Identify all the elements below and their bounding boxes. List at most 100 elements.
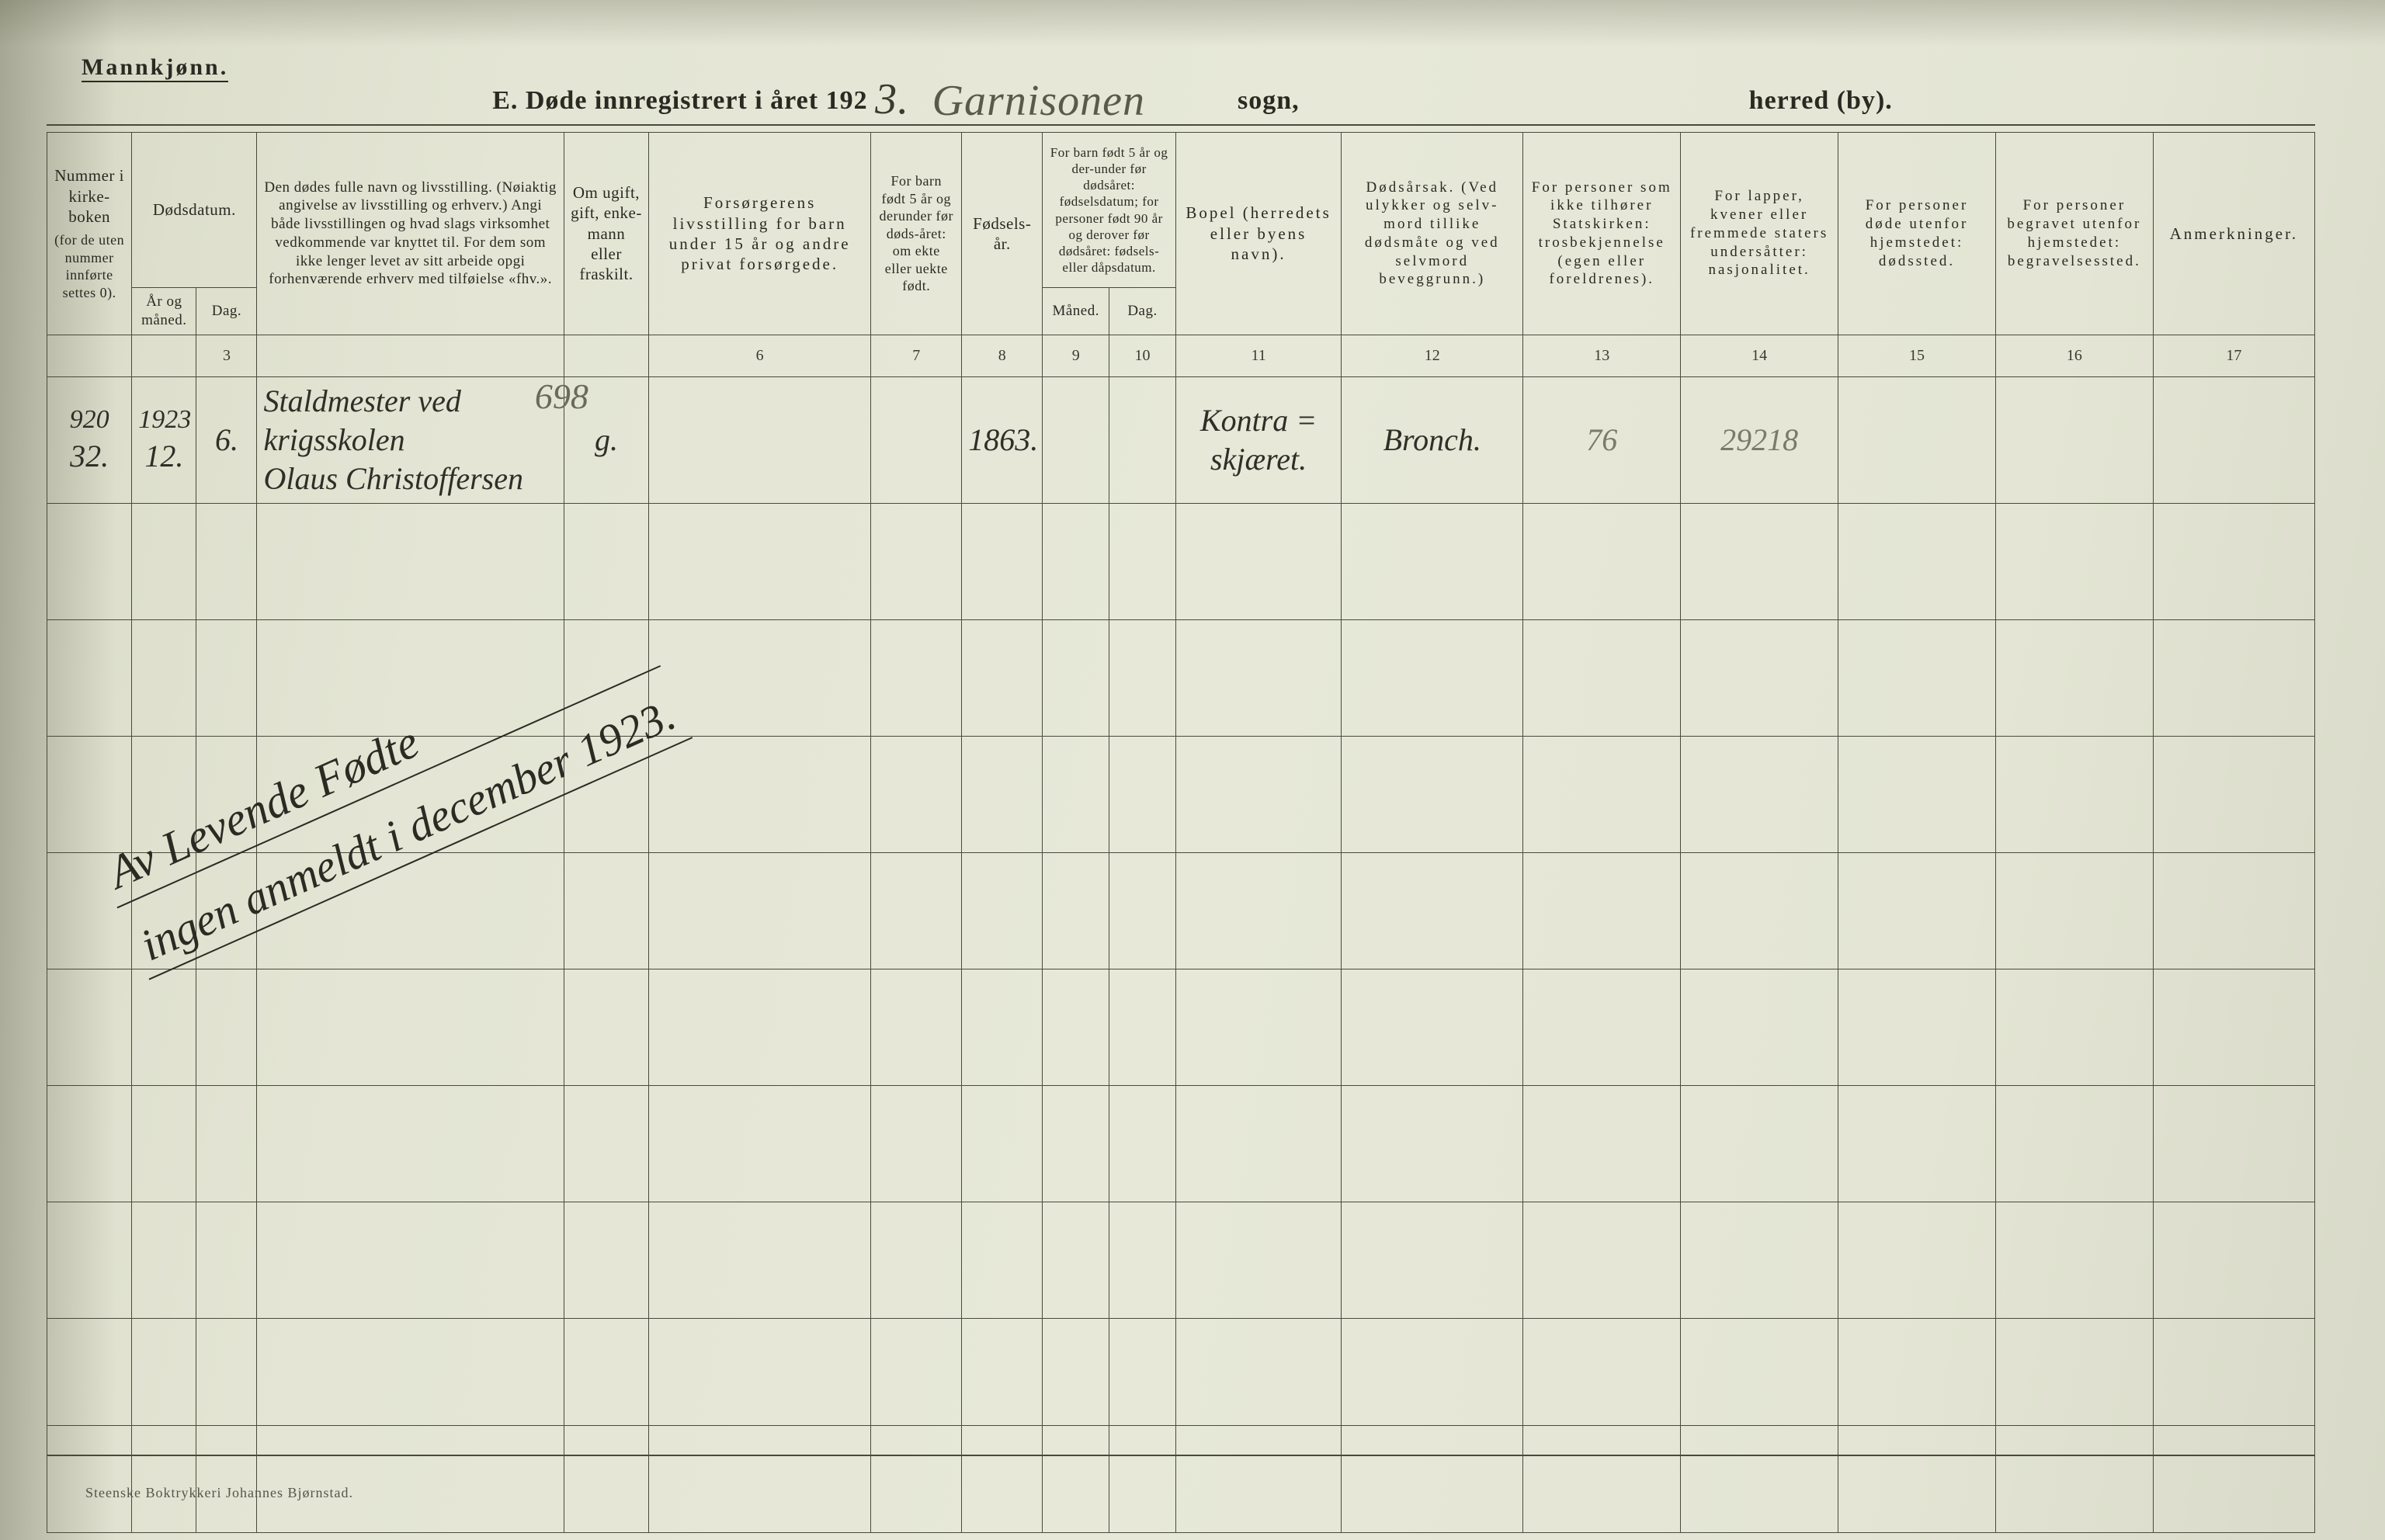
cell-remarks [2153, 376, 2314, 503]
blank-cell [1043, 619, 1109, 736]
blank-cell [1175, 736, 1341, 852]
column-number-cell: 8 [962, 335, 1043, 376]
blank-cell [871, 852, 962, 969]
blank-cell [1109, 736, 1176, 852]
blank-cell [1838, 619, 1996, 736]
bottom-rule [47, 1455, 2315, 1456]
column-number-cell: 3 [196, 335, 257, 376]
blank-cell [196, 1318, 257, 1425]
blank-cell [1523, 1318, 1681, 1425]
blank-cell [1523, 1085, 1681, 1202]
blank-cell [962, 736, 1043, 852]
blank-cell [1109, 852, 1176, 969]
column-number-cell: 6 [649, 335, 871, 376]
blank-cell [1043, 969, 1109, 1085]
printer-footer: Steenske Boktrykkeri Johannes Bjørnstad. [85, 1485, 353, 1501]
table-row-blank [47, 1318, 2315, 1425]
blank-cell [871, 619, 962, 736]
blank-cell [132, 619, 196, 736]
blank-cell [1995, 1318, 2153, 1425]
blank-cell [649, 1318, 871, 1425]
blank-cell [132, 1425, 196, 1532]
entry-nationality: 29218 [1720, 422, 1798, 457]
entry-name-l2: krigsskolen [263, 421, 557, 460]
column-number-cell: 16 [1995, 335, 2153, 376]
blank-cell [962, 1085, 1043, 1202]
blank-cell [871, 1318, 962, 1425]
table-row-blank [47, 619, 2315, 736]
cell-yearmonth: 192312. [132, 376, 196, 503]
blank-cell [1342, 969, 1523, 1085]
column-number-cell: 11 [1175, 335, 1341, 376]
blank-cell [1681, 1085, 1838, 1202]
table-row-blank [47, 1425, 2315, 1532]
cell-day: 6. [196, 376, 257, 503]
blank-cell [1838, 1085, 1996, 1202]
col-header-legitimacy: For barn født 5 år og derunder før døds-… [871, 133, 962, 335]
col-header-birthyear: Fødsels-år. [962, 133, 1043, 335]
col-header-civil: Om ugift, gift, enke-mann eller fraskilt… [564, 133, 648, 335]
table-row-blank [47, 1202, 2315, 1318]
blank-cell [196, 619, 257, 736]
blank-cell [47, 503, 132, 619]
cell-confession: 76 [1523, 376, 1681, 503]
blank-cell [564, 1085, 648, 1202]
blank-cell [1838, 1318, 1996, 1425]
column-number-cell: 10 [1109, 335, 1176, 376]
title-herred-label: herred (by). [1749, 86, 1893, 115]
cell-deathplace [1838, 376, 1996, 503]
blank-cell [1995, 852, 2153, 969]
blank-cell [871, 736, 962, 852]
blank-cell [2153, 969, 2314, 1085]
table-body: 36789101112131415161792032.192312.6.Stal… [47, 335, 2315, 1532]
blank-cell [962, 1425, 1043, 1532]
blank-cell [1043, 1425, 1109, 1532]
title-prefix: E. Døde innregistrert i året 192 [492, 86, 867, 115]
blank-cell [871, 969, 962, 1085]
col-header-residence: Bopel (herredets eller byens navn). [1175, 133, 1341, 335]
blank-cell [1342, 619, 1523, 736]
entry-name-l1: Staldmester ved [263, 382, 557, 421]
blank-cell [196, 969, 257, 1085]
col-header-cause: Dødsårsak. (Ved ulykker og selv-mord til… [1342, 133, 1523, 335]
cell-provider [649, 376, 871, 503]
cell-name: Staldmester vedkrigsskolenOlaus Christof… [257, 376, 564, 503]
blank-cell [1043, 1085, 1109, 1202]
col-header-provider: Forsørgerens livsstilling for barn under… [649, 133, 871, 335]
blank-cell [1109, 969, 1176, 1085]
blank-cell [1342, 736, 1523, 852]
blank-cell [2153, 736, 2314, 852]
blank-cell [871, 1425, 962, 1532]
blank-cell [1043, 503, 1109, 619]
blank-cell [1838, 1202, 1996, 1318]
cell-legitimacy [871, 376, 962, 503]
col-header-remarks: Anmerkninger. [2153, 133, 2314, 335]
col-header-confession: For personer som ikke tilhører Statskirk… [1523, 133, 1681, 335]
entry-birthyear: 1863. [968, 422, 1038, 457]
entry-name-l3: Olaus Christoffersen [263, 460, 557, 498]
blank-cell [2153, 852, 2314, 969]
blank-cell [962, 969, 1043, 1085]
blank-cell [1342, 1318, 1523, 1425]
blank-cell [1838, 852, 1996, 969]
blank-cell [1838, 1425, 1996, 1532]
blank-cell [649, 1425, 871, 1532]
blank-cell [1109, 1318, 1176, 1425]
blank-cell [564, 1318, 648, 1425]
blank-cell [1995, 736, 2153, 852]
column-number-cell: 14 [1681, 335, 1838, 376]
blank-cell [1523, 852, 1681, 969]
blank-cell [1342, 852, 1523, 969]
cell-number: 92032. [47, 376, 132, 503]
column-number-cell: 13 [1523, 335, 1681, 376]
blank-cell [564, 852, 648, 969]
col-header-number: Nummer i kirke-boken (for de uten nummer… [47, 133, 132, 335]
blank-cell [649, 736, 871, 852]
blank-cell [1342, 1425, 1523, 1532]
blank-cell [962, 1202, 1043, 1318]
blank-cell [1175, 619, 1341, 736]
blank-cell [47, 1085, 132, 1202]
blank-cell [196, 503, 257, 619]
cell-nationality: 29218 [1681, 376, 1838, 503]
col-header-burialplace: For personer begravet utenfor hjemstedet… [1995, 133, 2153, 335]
